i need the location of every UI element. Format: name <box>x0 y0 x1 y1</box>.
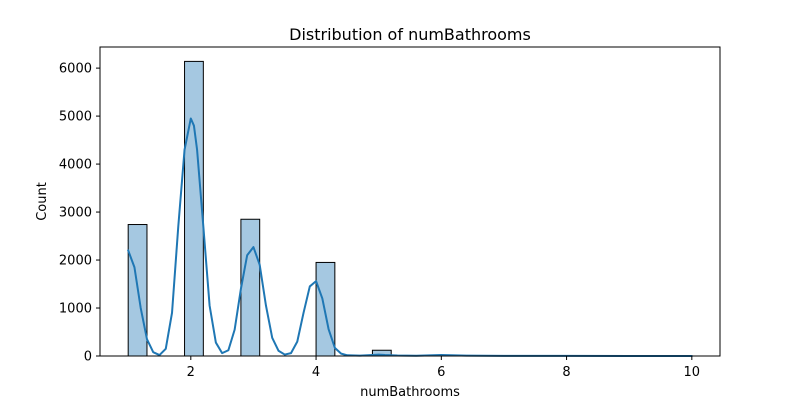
y-tick-label: 1000 <box>59 302 92 317</box>
y-axis: 0 1000 2000 3000 4000 5000 6000 <box>59 62 100 365</box>
x-tick-label: 2 <box>187 365 195 380</box>
x-tick-label: 10 <box>684 365 701 380</box>
y-axis-label: Count <box>35 182 50 221</box>
y-tick-label: 0 <box>84 350 92 365</box>
histogram-bar <box>184 60 204 357</box>
chart-title: Distribution of numBathrooms <box>289 25 531 44</box>
y-tick-label: 4000 <box>59 158 92 173</box>
bars-layer <box>127 60 693 357</box>
x-axis: 2 4 6 8 10 <box>187 356 700 380</box>
y-tick-label: 5000 <box>59 110 92 125</box>
plot-area-frame <box>99 46 721 357</box>
x-axis-label: numBathrooms <box>360 385 460 400</box>
y-tick-label: 2000 <box>59 254 92 269</box>
y-tick-label: 6000 <box>59 62 92 77</box>
x-tick-label: 4 <box>312 365 320 380</box>
x-tick-label: 6 <box>437 365 445 380</box>
kde-curve <box>127 117 693 357</box>
y-tick-label: 3000 <box>59 206 92 221</box>
kde-layer <box>127 117 693 357</box>
x-tick-label: 8 <box>562 365 570 380</box>
histogram-bar <box>240 218 261 357</box>
